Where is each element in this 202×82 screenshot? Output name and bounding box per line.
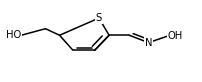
Text: OH: OH: [168, 31, 183, 41]
Text: N: N: [145, 38, 152, 48]
Text: S: S: [96, 13, 102, 23]
Text: HO: HO: [6, 30, 21, 40]
